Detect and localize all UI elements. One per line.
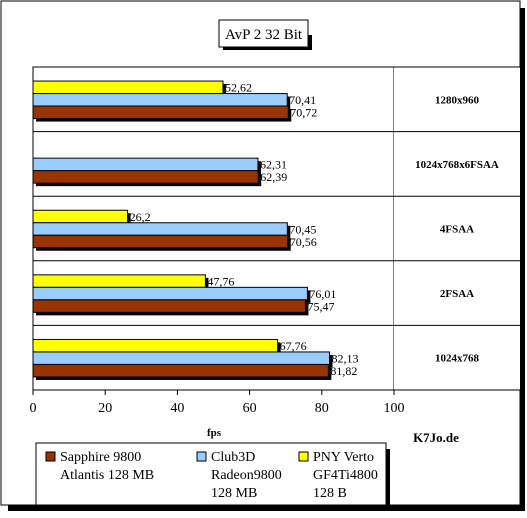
x-tick-label: 0 <box>30 401 37 416</box>
data-label: 52,62 <box>225 81 252 95</box>
bar <box>32 93 288 107</box>
bar <box>32 222 288 236</box>
data-label: 76,01 <box>309 287 336 301</box>
category-label: 1024x768x6FSAA <box>415 159 499 171</box>
x-tick-label: 100 <box>384 401 405 416</box>
data-label: 70,41 <box>289 93 316 107</box>
category-label: 1024x768 <box>435 353 480 365</box>
category-label: 2FSAA <box>440 288 474 300</box>
data-label: 75,47 <box>307 299 334 313</box>
data-label: 62,31 <box>260 158 287 172</box>
x-axis-label: fps <box>207 427 222 439</box>
category-label: 4FSAA <box>440 224 474 236</box>
legend-swatch <box>298 451 309 462</box>
data-label: 67,76 <box>280 339 307 353</box>
category-label: 1280x960 <box>435 94 480 106</box>
legend-label: Sapphire 9800 <box>60 450 141 465</box>
bar <box>32 234 289 249</box>
legend-label: GF4Ti4800 <box>313 468 378 483</box>
x-tick-label: 40 <box>170 401 184 416</box>
legend-label: Radeon9800 <box>211 468 282 483</box>
bar <box>32 299 306 313</box>
data-label: 26,2 <box>130 210 151 224</box>
legend-label: PNY Verto <box>313 450 374 465</box>
legend-label: 128 MB <box>211 486 257 501</box>
bar <box>32 274 206 288</box>
data-label: 70,45 <box>289 222 316 236</box>
data-label: 70,56 <box>290 235 317 249</box>
x-tick-label: 80 <box>315 401 329 416</box>
legend-swatch <box>45 451 56 462</box>
data-label: 82,13 <box>331 351 358 365</box>
chart-title: AvP 2 32 Bit <box>225 27 303 43</box>
legend-swatch <box>196 451 207 462</box>
bar <box>32 363 329 378</box>
bar <box>32 338 279 353</box>
credit-annotation: K7Jo.de <box>413 430 459 445</box>
data-label: 70,72 <box>290 106 317 120</box>
bar <box>32 157 259 172</box>
data-label: 81,82 <box>330 364 357 378</box>
bar <box>32 351 330 365</box>
data-label: 47,76 <box>207 274 234 288</box>
bar <box>32 209 129 224</box>
x-tick-label: 60 <box>243 401 257 416</box>
data-label: 62,39 <box>260 170 287 184</box>
bar <box>32 286 308 301</box>
x-tick-label: 20 <box>98 401 112 416</box>
bar <box>32 105 289 120</box>
legend-label: Club3D <box>211 450 255 465</box>
bar <box>32 80 224 95</box>
legend-label: Atlantis 128 MB <box>60 468 154 483</box>
bar <box>32 170 259 184</box>
legend-label: 128 B <box>313 486 347 501</box>
